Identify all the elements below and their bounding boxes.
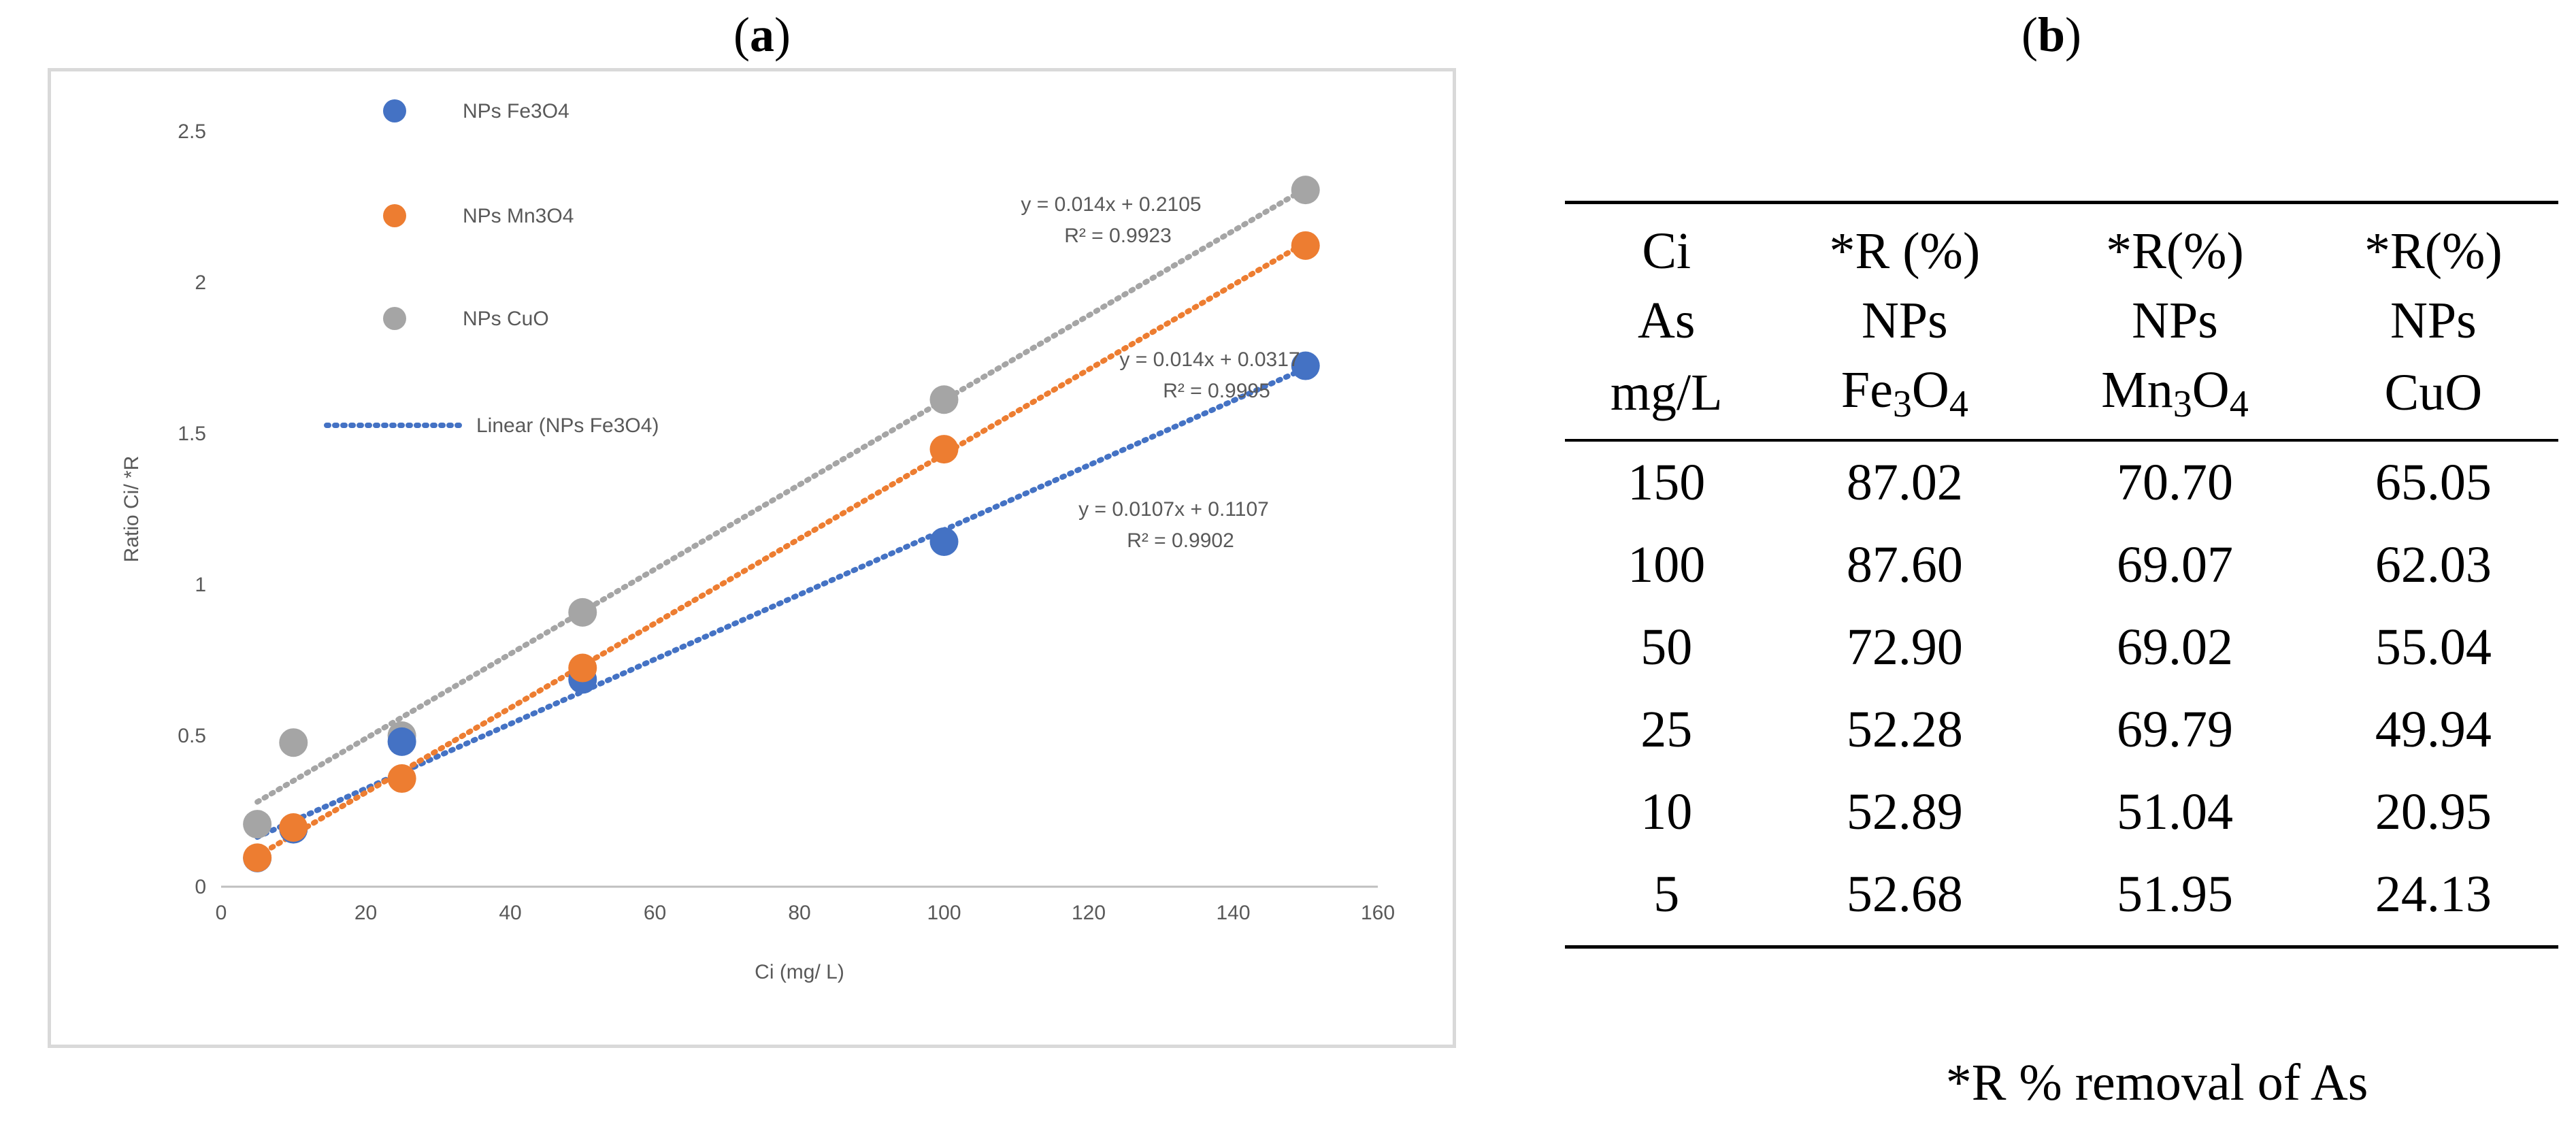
y-tick-label: 0.5 xyxy=(178,725,206,747)
table-cell: 5 xyxy=(1565,853,1768,949)
data-point-1-1 xyxy=(279,813,308,842)
y-axis-title: Ratio Ci/ *R xyxy=(120,456,143,563)
removal-table: Ci *R (%) *R(%) *R(%) As NPs NPs NPs mg/L Fe3O4 Mn… xyxy=(1565,201,2558,949)
table-cell: 55.04 xyxy=(2375,619,2492,676)
scatter-chart: 0 20 40 60 80 100 120 140 160 0 0.5 1 1.5 2 2.5 Ci (mg/… xyxy=(120,99,1395,983)
table-cell: 100 xyxy=(1628,536,1706,593)
trendline-r2-0: R² = 0.9902 xyxy=(1127,529,1234,552)
trendline-r2-1: R² = 0.9995 xyxy=(1163,380,1270,402)
x-tick-label: 60 xyxy=(644,902,666,924)
y-tick-label: 0 xyxy=(195,876,206,898)
data-point-0-2 xyxy=(387,727,416,756)
table-header-row: Ci *R (%) *R(%) *R(%) xyxy=(1565,201,2558,286)
x-tick-label: 140 xyxy=(1216,902,1250,924)
table-row: 10 52.89 51.04 20.95 xyxy=(1565,771,2558,853)
table-header-cell: NPs xyxy=(1862,292,1948,349)
table-cell: 52.28 xyxy=(1846,701,1963,758)
x-tick-label: 20 xyxy=(354,902,377,924)
data-point-2-1 xyxy=(279,728,308,757)
trendline-equation-0: y = 0.0107x + 0.1107 xyxy=(1078,498,1269,521)
table-header-cell: NPs xyxy=(2390,292,2477,349)
table-cell: 52.89 xyxy=(1846,783,1963,840)
table-cell: 72.90 xyxy=(1846,619,1963,676)
data-point-1-5 xyxy=(1291,231,1320,260)
table-cell: 150 xyxy=(1628,454,1706,511)
data-point-0-4 xyxy=(929,527,959,556)
data-point-2-3 xyxy=(568,597,597,627)
table-cell: 51.04 xyxy=(2116,783,2233,840)
trendline-equation-1: y = 0.014x + 0.0317 xyxy=(1119,348,1300,371)
trendline-2 xyxy=(254,186,1308,805)
data-point-1-4 xyxy=(929,435,959,464)
x-tick-label: 40 xyxy=(499,902,521,924)
panel-label-b: (b) xyxy=(2021,7,2081,62)
table-header-cell: CuO xyxy=(2308,355,2558,442)
trendline-1 xyxy=(254,240,1308,859)
table-header-row: As NPs NPs NPs xyxy=(1565,286,2558,355)
x-axis-title: Ci (mg/ L) xyxy=(755,961,844,983)
table-cell: 49.94 xyxy=(2375,701,2492,758)
trendline-0 xyxy=(254,365,1308,840)
panel-label-a: (a) xyxy=(733,7,791,62)
table-row: 25 52.28 69.79 49.94 xyxy=(1565,689,2558,771)
legend-marker-2 xyxy=(383,307,406,330)
y-tick-label: 2.5 xyxy=(178,120,206,143)
table-header-row: mg/L Fe3O4 Mn3O4 CuO xyxy=(1565,355,2558,442)
legend-marker-1 xyxy=(383,204,406,227)
table-cell: 20.95 xyxy=(2375,783,2492,840)
y-tick-label: 1 xyxy=(195,574,206,596)
table-cell: 69.02 xyxy=(2116,619,2233,676)
table-header-cell: *R(%) xyxy=(2308,201,2558,286)
table-cell: 70.70 xyxy=(2116,454,2233,511)
table-header-cell: mg/L xyxy=(1565,355,1768,442)
table-header-cell: As xyxy=(1638,292,1696,349)
x-tick-label: 100 xyxy=(927,902,961,924)
legend-label-2: NPs CuO xyxy=(463,308,549,330)
legend-marker-0 xyxy=(383,99,406,122)
table-header-cell: Ci xyxy=(1565,201,1768,286)
table-cell: 87.02 xyxy=(1846,454,1963,511)
table-cell: 65.05 xyxy=(2375,454,2492,511)
table-header-cell: Fe3O4 xyxy=(1768,355,2042,442)
trendline-r2-2: R² = 0.9923 xyxy=(1064,225,1172,247)
legend-label-1: NPs Mn3O4 xyxy=(463,205,574,227)
table-cell: 51.95 xyxy=(2041,853,2309,949)
table-cell: 69.07 xyxy=(2116,536,2233,593)
table-header-cell: *R(%) xyxy=(2041,201,2309,286)
data-point-1-0 xyxy=(243,843,272,872)
table-row: 5 52.68 51.95 24.13 xyxy=(1565,853,2558,949)
table-cell: 87.60 xyxy=(1846,536,1963,593)
data-point-2-5 xyxy=(1291,176,1320,205)
x-tick-label: 120 xyxy=(1072,902,1106,924)
legend-trendline-label: Linear (NPs Fe3O4) xyxy=(476,414,659,437)
data-point-1-2 xyxy=(387,764,416,793)
data-point-0-5 xyxy=(1291,351,1320,380)
table-row: 100 87.60 69.07 62.03 xyxy=(1565,524,2558,606)
table-cell: 52.68 xyxy=(1768,853,2042,949)
y-tick-label: 1.5 xyxy=(178,423,206,445)
table-cell: 10 xyxy=(1640,783,1693,840)
table-row: 150 87.02 70.70 65.05 xyxy=(1565,440,2558,524)
legend-label-0: NPs Fe3O4 xyxy=(463,100,569,122)
data-point-1-3 xyxy=(568,653,597,683)
data-point-2-4 xyxy=(929,385,959,414)
table-header-cell: NPs xyxy=(2132,292,2218,349)
table-row: 50 72.90 69.02 55.04 xyxy=(1565,606,2558,689)
table-cell: 24.13 xyxy=(2308,853,2558,949)
table-cell: 69.79 xyxy=(2116,701,2233,758)
table-header-cell: Mn3O4 xyxy=(2041,355,2309,442)
table-cell: 50 xyxy=(1640,619,1693,676)
x-tick-label: 160 xyxy=(1361,902,1395,924)
x-tick-label: 0 xyxy=(216,902,227,924)
trendline-equation-2: y = 0.014x + 0.2105 xyxy=(1021,193,1201,216)
table-header-cell: *R (%) xyxy=(1768,201,2042,286)
table-footnote: *R % removal of As xyxy=(1945,1054,2368,1111)
table-cell: 25 xyxy=(1640,701,1693,758)
table-cell: 62.03 xyxy=(2375,536,2492,593)
x-tick-label: 80 xyxy=(788,902,810,924)
data-point-2-0 xyxy=(243,810,272,839)
y-tick-label: 2 xyxy=(195,272,206,294)
chart-frame: 0 20 40 60 80 100 120 140 160 0 0.5 1 1.5 2 2.5 Ci (mg/… xyxy=(48,68,1456,1048)
